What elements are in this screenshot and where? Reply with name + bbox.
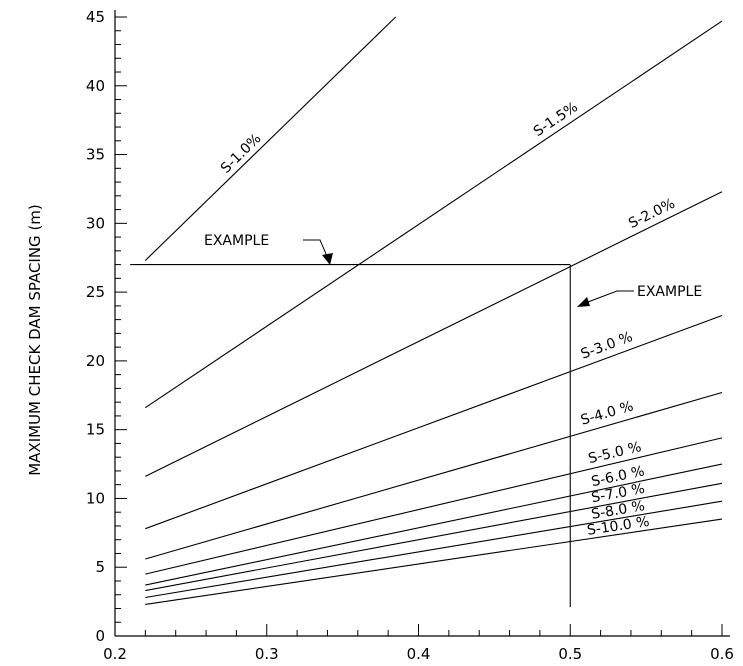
y-tick-label: 45	[86, 8, 105, 26]
example-arrowhead-right	[577, 297, 590, 307]
series-label-2: S-1.5%	[531, 99, 581, 140]
example-lines	[130, 265, 570, 608]
x-tick-label: 0.2	[103, 645, 127, 663]
y-tick-label: 15	[86, 421, 105, 439]
y-tick-label: 10	[86, 489, 105, 507]
y-tick-label: 35	[86, 146, 105, 164]
x-tick-label: 0.4	[407, 645, 431, 663]
y-tick-label: 40	[86, 77, 105, 95]
y-axis-label: MAXIMUM CHECK DAM SPACING (m)	[26, 204, 44, 476]
x-tick-label: 0.6	[710, 645, 734, 663]
example-arrowhead-left	[322, 253, 333, 265]
y-tick-label: 20	[86, 352, 105, 370]
annotations: S-1.0%S-1.5%S-2.0%S-3.0 %S-4.0 %S-5.0 %S…	[204, 99, 702, 539]
x-tick-label: 0.3	[255, 645, 279, 663]
series-label-5: S-4.0 %	[579, 398, 635, 428]
x-tick-label: 0.5	[558, 645, 582, 663]
example-label-right: EXAMPLE	[637, 284, 702, 300]
y-tick-label: 0	[95, 627, 105, 645]
example-label-left: EXAMPLE	[204, 233, 269, 249]
y-tick-label: 30	[86, 214, 105, 232]
series-label-1: S-1.0%	[218, 131, 265, 177]
series-line-1	[145, 17, 395, 261]
y-tick-label: 25	[86, 283, 105, 301]
y-tick-label: 5	[95, 558, 105, 576]
